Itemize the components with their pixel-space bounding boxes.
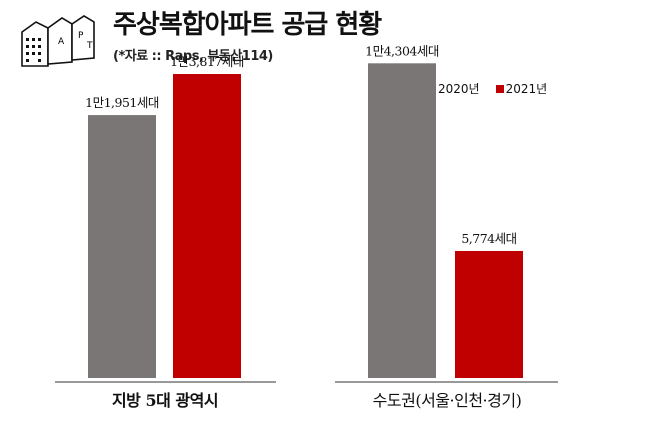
data-label-1-1: 5,774세대 xyxy=(461,231,516,246)
data-label-0-1: 1만3,817세대 xyxy=(170,54,244,69)
bar-0-1 xyxy=(173,74,241,378)
data-label-0-0: 1만1,951세대 xyxy=(85,95,159,110)
logo-letter-t: T xyxy=(86,41,93,51)
logo-letter-p: P xyxy=(78,31,84,41)
category-label-1: 수도권(서울·인천·경기) xyxy=(373,391,522,410)
data-label-1-0: 1만4,304세대 xyxy=(365,43,439,58)
logo-letter-a: A xyxy=(58,37,65,47)
legend-item-2021: 2021년 xyxy=(495,80,548,97)
bar-1-0 xyxy=(368,63,436,378)
bar-0-0 xyxy=(88,115,156,378)
apartment-buildings-icon: A P T xyxy=(21,15,95,67)
category-label-0: 지방 5대 광역시 xyxy=(112,391,218,410)
legend-label-2020: 2020년 xyxy=(438,82,480,96)
legend-swatch-2021 xyxy=(495,84,504,93)
legend-label-2021: 2021년 xyxy=(505,82,548,96)
source-note: (*자료 :: Raps, 부동산114) xyxy=(113,49,273,64)
bar-1-1 xyxy=(455,250,523,378)
page-title: 주상복합아파트 공급 현황 xyxy=(113,10,382,40)
